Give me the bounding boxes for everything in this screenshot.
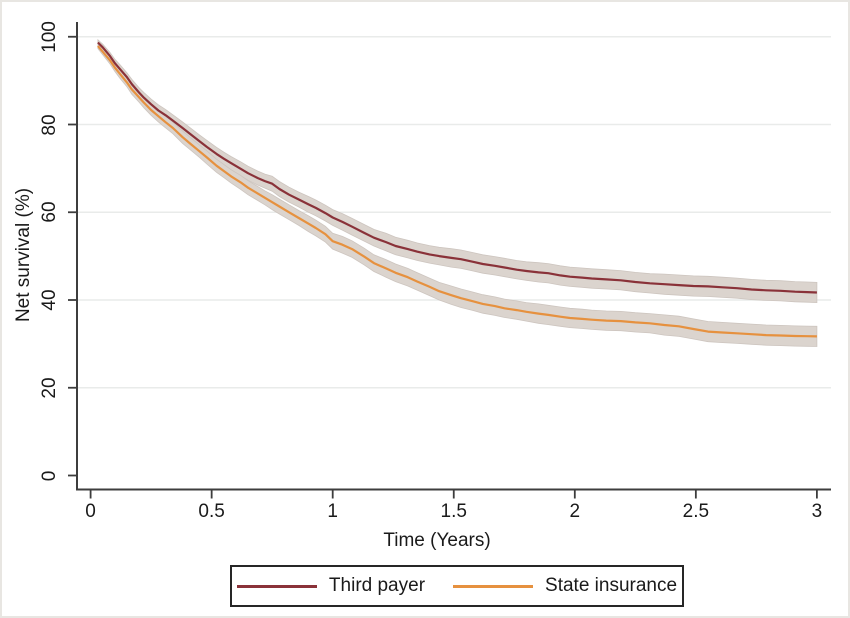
legend-entry-state-insurance: State insurance [453,575,677,597]
state-insurance-line-swatch [453,584,534,588]
y-tick-label-80: 80 [39,113,60,136]
y-axis-title: Net survival (%) [13,187,34,323]
x-tick-label-1.5: 1.5 [440,501,467,522]
x-tick-label-0: 0 [85,501,96,522]
legend-label-third-payer: Third payer [328,575,426,596]
y-tick-label-100: 100 [39,20,60,53]
x-axis-title: Time (Years) [383,530,491,551]
survival-curve-third-payer [97,41,817,294]
legend-box: Third payer State insurance [230,565,684,607]
ci-band-third-payer [97,38,818,304]
x-tick-label-1: 1 [327,501,338,522]
third-payer-line-swatch [236,584,317,588]
y-tick-label-20: 20 [39,377,60,399]
x-tick-label-0.5: 0.5 [198,501,225,522]
legend-label-state-insurance: State insurance [545,575,678,596]
x-tick-label-3: 3 [811,501,823,522]
y-tick-label-40: 40 [39,289,60,311]
x-tick-label-2: 2 [569,501,581,522]
x-tick-label-2.5: 2.5 [682,501,710,522]
survival-curve-state-insurance [97,45,817,338]
y-tick-label-0: 0 [39,470,60,481]
ci-band-state-insurance [97,42,818,347]
legend-entry-third-payer: Third payer [236,575,426,597]
y-tick-label-60: 60 [39,201,60,223]
